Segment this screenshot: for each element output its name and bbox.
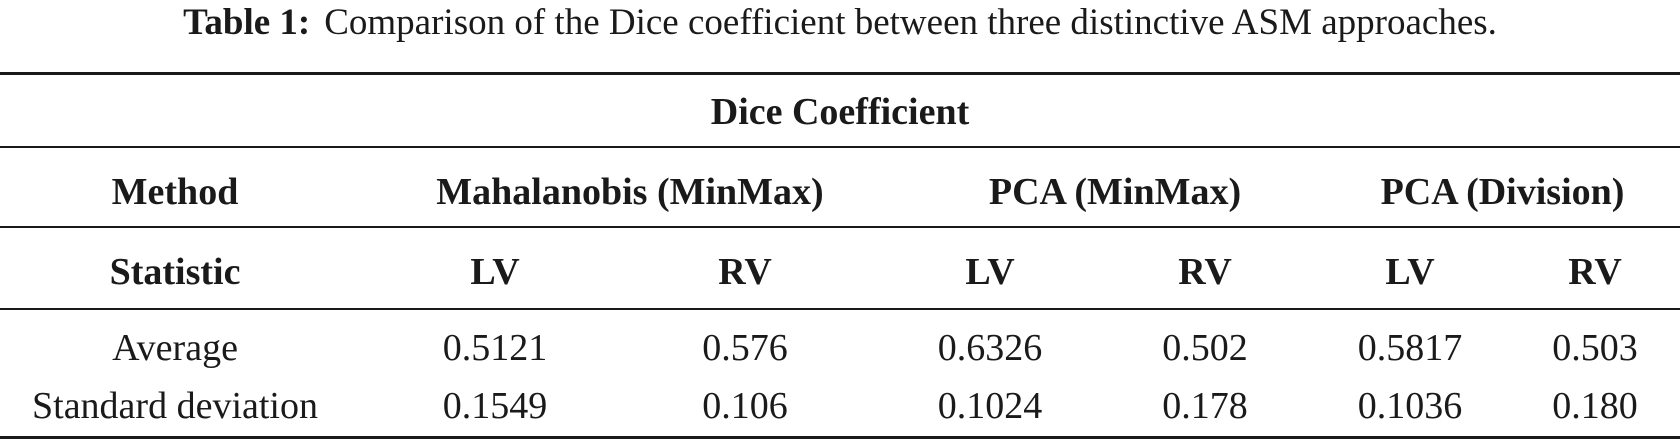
table-cell: 0.503 [1552,327,1638,369]
subcolumn-header: RV [718,251,772,293]
method-label: Method [111,171,239,213]
statistic-label: Statistic [109,251,241,293]
table-cell: 0.6326 [937,327,1043,369]
method-pca-division: PCA (Division) [1380,171,1625,213]
table-cell: 0.1024 [937,385,1043,427]
table-cell: 0.180 [1552,385,1638,427]
method-pca-minmax: PCA (MinMax) [988,171,1242,213]
caption-text: Comparison of the Dice coefficient betwe… [324,2,1497,43]
table-cell: 0.106 [702,385,788,427]
group-header: Dice Coefficient [710,91,970,133]
top-rule [0,72,1680,75]
subcolumn-header: RV [1178,251,1232,293]
header-rule-2 [0,226,1680,228]
table-cell: 0.1036 [1357,385,1463,427]
caption-label: Table 1: [183,2,311,43]
subcolumn-header: LV [470,251,520,293]
table-cell: 0.178 [1162,385,1248,427]
table-cell: 0.502 [1162,327,1248,369]
method-mahalanobis-minmax: Mahalanobis (MinMax) [436,171,824,213]
row-label-standard-deviation: Standard deviation [32,385,318,427]
subcolumn-header: LV [965,251,1015,293]
header-rule-3 [0,308,1680,310]
bottom-rule [0,436,1680,439]
table-cell: 0.5121 [442,327,548,369]
table-cell: 0.576 [702,327,788,369]
table-caption: Table 1: Comparison of the Dice coefficie… [0,0,1680,50]
subcolumn-header: LV [1385,251,1435,293]
row-label-average: Average [112,327,238,369]
table-cell: 0.1549 [442,385,548,427]
subcolumn-header: RV [1568,251,1622,293]
header-rule-1 [0,146,1680,148]
table-cell: 0.5817 [1357,327,1463,369]
